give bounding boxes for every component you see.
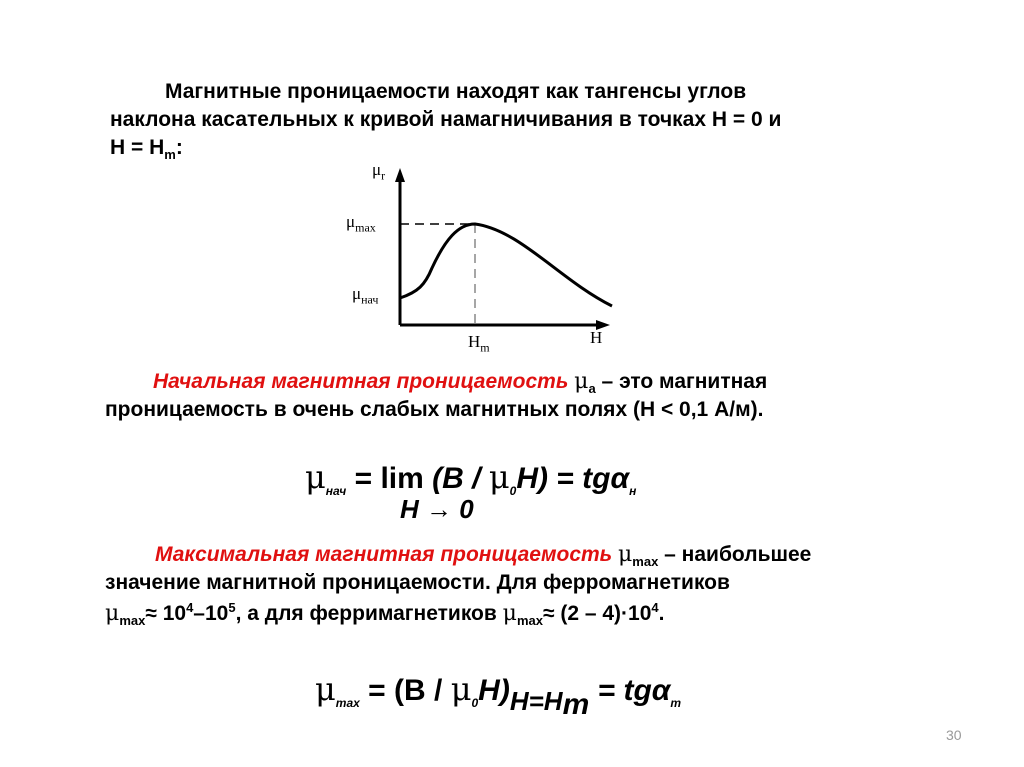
initial-permeability-line-1: Начальная магнитная проницаемость μa – э… — [153, 369, 768, 397]
intro-line-1: Магнитные проницаемости находят как танг… — [165, 80, 747, 103]
intro-line-3: H = Hm: — [110, 136, 183, 163]
max-permeability-line-3: μmax≈ 104–105, а для ферримагнетиков μma… — [105, 600, 665, 629]
formula-initial: μнач = lim (B / μ0H) = tgαн — [305, 458, 637, 498]
formula-max: μmax = (B / μ0H)H=Hm = tgαm — [315, 670, 682, 721]
y-axis-arrow — [395, 168, 405, 182]
x-axis-arrow — [596, 320, 610, 330]
max-permeability-line-1: Максимальная магнитная проницаемость μma… — [155, 542, 812, 570]
intro-line-2: наклона касательных к кривой намагничива… — [110, 108, 782, 131]
initial-permeability-line-2: проницаемость в очень слабых магнитных п… — [105, 398, 764, 421]
permeability-curve — [399, 222, 613, 308]
formula-limit-under: H → 0 — [400, 494, 474, 524]
hm-label: Hm — [468, 332, 490, 355]
mu-max-label: μmax — [346, 212, 376, 235]
mu-initial-label: μнач — [352, 284, 379, 307]
page-number: 30 — [946, 727, 962, 743]
max-permeability-line-2: значение магнитной проницаемости. Для фе… — [105, 571, 730, 594]
x-axis-label: H — [590, 328, 603, 347]
y-axis-label: μr — [372, 160, 386, 183]
